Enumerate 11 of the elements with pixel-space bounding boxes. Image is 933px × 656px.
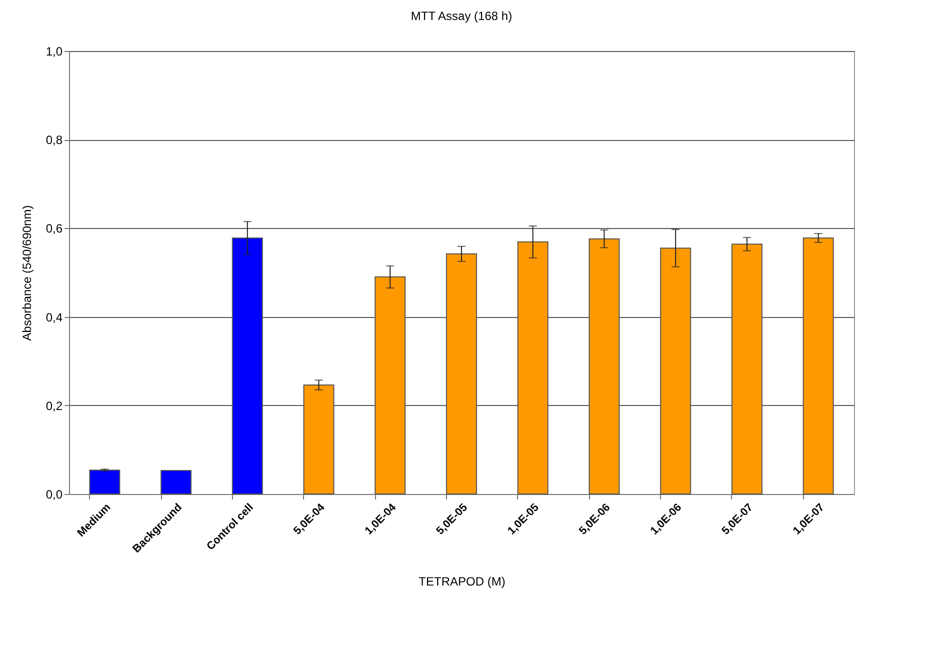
y-tick-label: 0,2 [46, 398, 63, 413]
bar [89, 470, 120, 494]
y-tick-label: 1,0 [46, 44, 63, 58]
y-tick-label: 0,0 [46, 488, 63, 502]
y-tick-label: 0,4 [46, 310, 63, 324]
x-axis-title: TETRAPOD (M) [418, 574, 506, 589]
y-tick-label: 0,6 [46, 222, 63, 236]
chart-title: MTT Assay (168 h) [410, 9, 512, 23]
y-axis-title: Absorbance (540/690nm) [20, 205, 34, 341]
bar [160, 470, 192, 494]
y-tick-label: 0,8 [46, 133, 63, 148]
